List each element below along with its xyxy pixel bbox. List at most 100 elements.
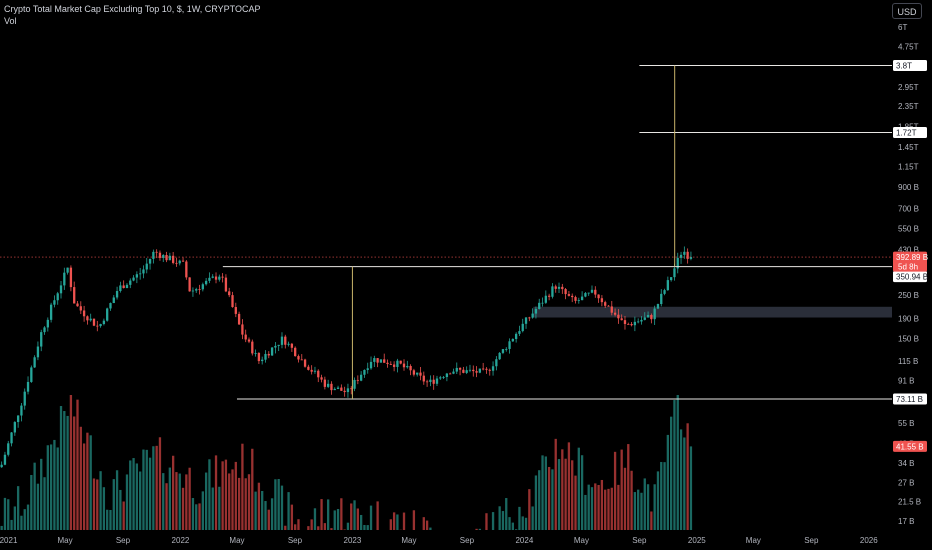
volume-bar (524, 517, 528, 530)
candle-body (379, 359, 383, 363)
candle-body (152, 251, 155, 259)
candle-body (399, 360, 402, 364)
volume-indicator-label[interactable]: Vol (4, 16, 17, 26)
currency-button[interactable]: USD (892, 3, 922, 19)
candle-body (13, 422, 16, 433)
volume-bar (594, 483, 597, 530)
volume-bar (528, 489, 531, 530)
candle-body (251, 341, 254, 354)
demand-zone-layer (533, 306, 892, 318)
time-tick-label: Sep (460, 536, 475, 545)
symbol-title[interactable]: Crypto Total Market Cap Excluding Top 10… (4, 4, 261, 14)
candle-body (422, 375, 425, 382)
candle-body (310, 369, 313, 372)
volume-bar (49, 444, 53, 530)
volume-bar (284, 525, 287, 530)
volume-bar (155, 445, 158, 530)
resistance-badge: 350.94 B (893, 271, 928, 283)
volume-bar (234, 461, 237, 530)
candle-body (181, 260, 185, 262)
candle-body (254, 352, 257, 354)
candle-body (195, 289, 198, 291)
candle-body (402, 363, 406, 368)
current-volume-badge-text: 41.55 B (896, 442, 924, 451)
candle-body (191, 290, 195, 292)
volume-bar (564, 458, 567, 530)
volume-bar (69, 395, 73, 530)
candle-body (488, 369, 491, 371)
volume-bar (99, 471, 102, 530)
volume-tick-label: 27 B (898, 478, 914, 487)
volume-bar (237, 477, 241, 530)
volume-bar (554, 438, 557, 530)
time-tick-label: May (57, 536, 72, 545)
volume-bar (162, 473, 165, 530)
candle-body (20, 405, 23, 416)
time-axis[interactable]: 2021 May Sep 2022 May Sep 2023 May Sep 2024 May Sep… (0, 536, 878, 545)
volume-bar (689, 446, 693, 530)
support-badge-text: 73.11 B (896, 395, 923, 404)
candle-body (653, 308, 656, 320)
drawing-lines[interactable] (0, 65, 892, 400)
candle-body (69, 267, 73, 288)
volume-bar (254, 491, 257, 530)
candle-body (663, 290, 666, 294)
time-tick-label: May (574, 536, 589, 545)
candle-body (158, 252, 162, 258)
candle-body (204, 280, 208, 285)
candle-body (224, 277, 228, 292)
time-tick-label: Sep (632, 536, 647, 545)
candle-body (303, 359, 307, 367)
candle-body (336, 387, 340, 389)
volume-bar (666, 434, 670, 530)
volume-bar (92, 478, 96, 530)
volume-bar (16, 486, 20, 530)
candle-body (294, 347, 297, 357)
candle-body (102, 320, 106, 325)
price-tick-label: 4.75T (898, 43, 919, 52)
volume-bar (359, 514, 363, 530)
volume-bar (224, 459, 228, 530)
candle-body (646, 315, 650, 318)
candle-body (353, 379, 356, 389)
volume-bar (280, 485, 284, 530)
volume-bar (23, 509, 26, 530)
volume-bar (247, 474, 251, 530)
candle-body (214, 276, 218, 280)
target-badge-2-bg (893, 126, 927, 138)
volume-bar (168, 467, 172, 530)
volume-bar (663, 462, 666, 530)
price-axis[interactable]: 6T 4.75T 2.95T 2.35T 1.85T 1.45T 1.15T 900 B 700… (898, 23, 921, 526)
demand-zone[interactable] (533, 306, 892, 318)
volume-bar (33, 462, 36, 530)
candle-body (472, 369, 475, 372)
volume-bar (56, 447, 59, 530)
candle-body (79, 306, 82, 311)
candle-body (171, 255, 175, 263)
volume-bar (310, 519, 313, 530)
candle-body (534, 308, 538, 314)
candle-body (264, 353, 267, 360)
volume-bar (267, 509, 270, 530)
volume-bar (198, 503, 201, 530)
candle-body (429, 379, 432, 382)
volume-bar (142, 449, 145, 530)
candle-body (376, 358, 379, 363)
candle-body (330, 383, 333, 391)
volume-bar (577, 447, 580, 530)
volume-bar (211, 487, 214, 530)
volume-bar (330, 528, 333, 530)
candle-body (683, 251, 686, 255)
candle-body (686, 251, 689, 259)
candle-body (425, 381, 429, 383)
volume-bar (366, 525, 369, 530)
candle-body (49, 304, 53, 320)
candle-body (198, 289, 201, 290)
candle-body (577, 300, 580, 301)
candle-body (109, 303, 112, 309)
volume-bar (350, 503, 353, 530)
candle-body (343, 390, 346, 393)
volume-bar (63, 411, 66, 530)
